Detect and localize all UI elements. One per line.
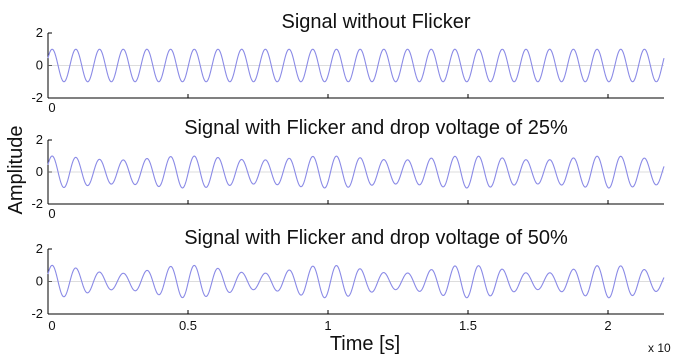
subplot-title: Signal with Flicker and drop voltage of …: [184, 227, 568, 249]
x-axis-exponent-label: x 10: [648, 341, 671, 355]
x-tick-label: 1: [324, 318, 331, 333]
y-tick-label: 0: [36, 58, 43, 73]
y-axis-label: Amplitude: [5, 126, 27, 215]
x-tick-label: 0: [48, 100, 55, 115]
y-tick-label: 2: [36, 132, 43, 147]
y-tick-label: -2: [31, 196, 43, 211]
subplot-1: Signal without Flicker -2 0 2 0: [31, 11, 665, 115]
y-tick-label: 0: [36, 274, 43, 289]
y-tick-label: 0: [36, 164, 43, 179]
signal-series-line: [47, 48, 665, 83]
subplot-title: Signal without Flicker: [282, 11, 471, 33]
y-tick-label: 2: [36, 241, 43, 256]
x-tick-label: 1.5: [459, 318, 477, 333]
subplot-title: Signal with Flicker and drop voltage of …: [184, 117, 568, 139]
y-tick-label: -2: [31, 90, 43, 105]
x-tick-label: 2: [604, 318, 611, 333]
y-tick-label: 2: [36, 25, 43, 40]
subplot-3: Signal with Flicker and drop voltage of …: [31, 227, 665, 333]
x-tick-label: 0: [48, 318, 55, 333]
signal-series-line: [47, 155, 665, 189]
subplot-2: Signal with Flicker and drop voltage of …: [31, 117, 665, 221]
subplots-group: Signal without Flicker -2 0 2 0 Signal with F…: [31, 11, 665, 333]
x-axis-label: Time [s]: [330, 333, 400, 355]
signal-series-line: [47, 264, 665, 299]
x-tick-label: 0: [48, 206, 55, 221]
x-tick-label: 0.5: [179, 318, 197, 333]
y-tick-label: -2: [31, 306, 43, 321]
